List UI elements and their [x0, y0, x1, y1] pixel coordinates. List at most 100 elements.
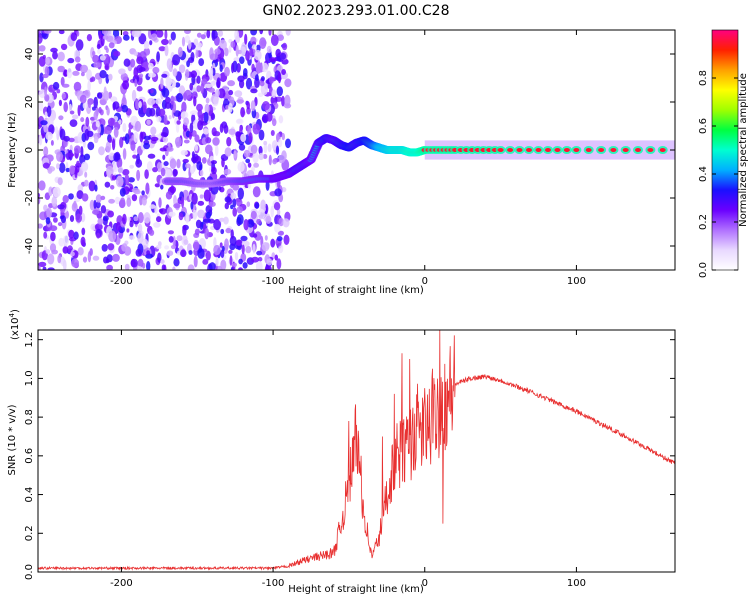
spectrogram-cell [117, 166, 124, 174]
spectrogram-cell [126, 197, 132, 207]
spectrogram-cell [270, 238, 276, 248]
spectrogram-cell [213, 219, 222, 231]
spectrogram-cell [231, 62, 235, 74]
spectrogram-cell [252, 233, 258, 238]
spectrogram-cell [165, 191, 173, 200]
spectrogram-cell [224, 238, 229, 251]
spectrogram-cell [152, 104, 159, 109]
spectrogram-cell [93, 62, 101, 68]
spectrogram-cell [121, 243, 128, 252]
spectrogram-cell [42, 162, 50, 169]
spectrogram-cell [105, 74, 110, 84]
spectrogram-cell [240, 235, 248, 242]
y-tick-label: 40 [24, 48, 35, 61]
spectrogram-cell [185, 163, 191, 169]
spectrogram-cell [107, 243, 115, 251]
snr-series-line [38, 330, 675, 571]
spectrogram-cell [219, 64, 223, 72]
spectrogram-cell [200, 82, 205, 95]
spectrogram-cell [261, 62, 269, 73]
spectrogram-cell [203, 111, 209, 123]
spectrogram-cell [43, 30, 52, 34]
spectrogram-cell [271, 89, 277, 98]
spectrogram-cell [238, 143, 246, 151]
spectrogram-cell [104, 181, 111, 188]
spectrogram-cell [70, 32, 78, 41]
spectrogram-ridge-point [598, 148, 605, 152]
spectrogram-ridge-point [545, 148, 551, 152]
spectrogram-cell [160, 132, 169, 137]
spectrogram-cell [254, 77, 260, 88]
spectrogram-cell [132, 154, 138, 159]
spectrogram-cell [102, 35, 109, 40]
spectrogram-cell [106, 107, 110, 116]
spectrogram-cell [68, 229, 75, 239]
spectrogram-cell [224, 66, 230, 77]
spectrogram-cell [204, 227, 210, 240]
spectrogram-cell [257, 208, 265, 220]
spectrogram-cell [95, 194, 102, 203]
spectrogram-cell [162, 136, 168, 143]
spectrogram-cell [45, 217, 51, 225]
spectrogram-cell [169, 158, 177, 170]
spectrogram-cell [224, 147, 232, 157]
spectrogram-cell [138, 73, 144, 79]
spectrogram-cell [73, 231, 79, 240]
spectrogram-cell [274, 254, 278, 261]
spectrogram-cell [262, 101, 270, 111]
spectrogram-cell [216, 77, 221, 89]
spectrogram-cell [230, 229, 234, 240]
spectrogram-cell [187, 264, 195, 270]
spectrogram-cell [74, 56, 81, 63]
spectrogram-cell [172, 101, 177, 113]
spectrogram-cell [47, 253, 55, 265]
spectrogram-cell [63, 69, 68, 77]
spectrogram-cell [254, 202, 260, 209]
spectrogram-cell [205, 211, 211, 219]
spectrogram-cell [96, 232, 101, 239]
x-tick-label: 100 [567, 276, 586, 287]
spectrogram-cell [180, 249, 187, 258]
spectrogram-cell [122, 148, 127, 160]
spectrogram-cell [98, 106, 102, 114]
spectrogram-cell [234, 251, 239, 261]
spectrogram-cell [89, 77, 94, 83]
spectrogram-cell [189, 122, 194, 134]
spectrogram-cell [143, 212, 151, 224]
spectrogram-cell [276, 258, 282, 270]
spectrogram-cell [149, 229, 155, 236]
snr-frame [37, 329, 676, 573]
spectrogram-cell [214, 48, 221, 55]
spectrogram-cell [243, 219, 249, 231]
spectrogram-cell [133, 51, 139, 56]
spectrogram-cell [156, 216, 162, 223]
spectrogram-cell [164, 44, 169, 57]
spectrogram-cell [167, 230, 174, 235]
spectrogram-cell [162, 154, 166, 160]
spectrogram-cell [246, 201, 251, 207]
spectrogram-cell [208, 201, 216, 207]
spectrogram-cell [276, 208, 281, 216]
spectrogram-cell [281, 95, 285, 107]
spectrogram-ridge-point [659, 148, 666, 152]
spectrogram-cell [127, 177, 135, 183]
spectrogram-cell [276, 86, 283, 97]
spectrogram-cell [47, 167, 53, 174]
spectrogram-cell [166, 146, 174, 152]
colorbar-ticks: 0.0 0.2 0.4 0.6 0.8 [698, 70, 738, 278]
spectrogram-cell [197, 209, 205, 219]
spectrogram-cell [205, 205, 213, 214]
spectrogram-cell [133, 131, 139, 143]
spectrogram-cell [100, 205, 107, 214]
spectrogram-cell [38, 37, 43, 44]
spectrogram-cell [211, 127, 217, 137]
spectrogram-cell [104, 64, 109, 70]
spectrogram-cell [268, 57, 277, 63]
spectrogram-cell [266, 112, 273, 122]
spectrogram-cell [168, 236, 174, 243]
spectrogram-cell [93, 199, 97, 209]
spectrogram-cell [127, 216, 131, 222]
spectrogram-cell [51, 196, 58, 208]
spectrogram-cell [176, 158, 181, 169]
spectrogram-cell [219, 242, 223, 248]
